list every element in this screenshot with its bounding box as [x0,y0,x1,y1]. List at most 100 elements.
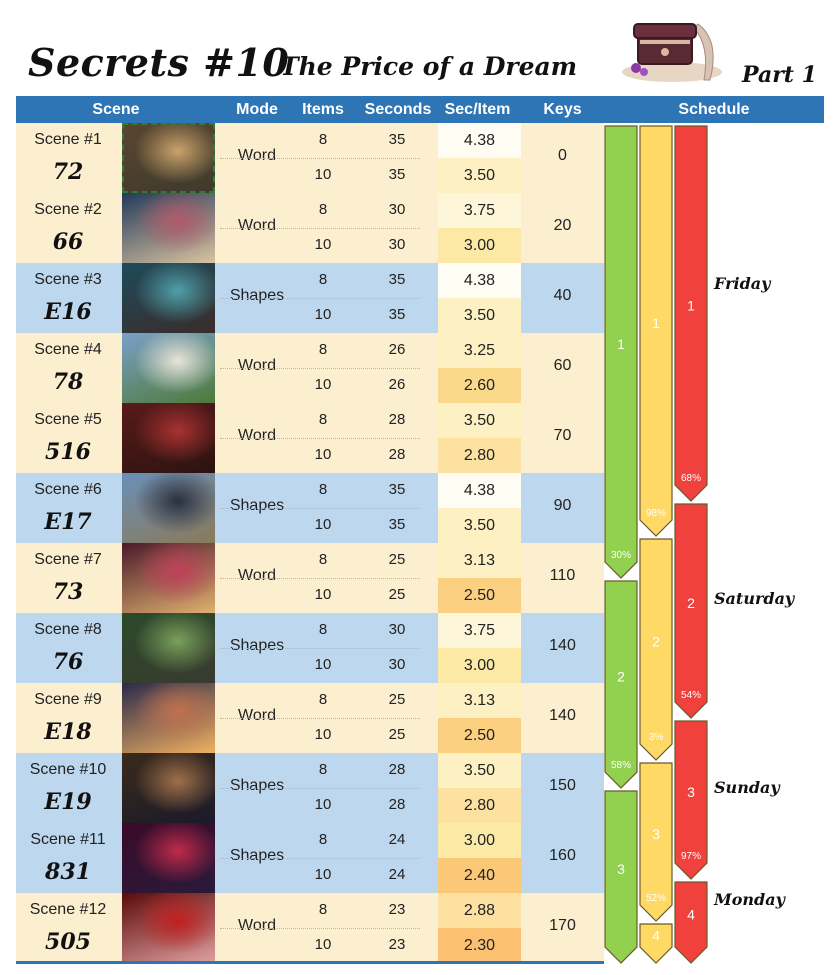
keys-cell: 150 [549,777,576,794]
scene-label: Scene #3 [34,271,102,288]
sec-per-item-cell: 4.38 [438,263,521,298]
table-row[interactable]: Scene #9 E18 Word 8 10 25 25 3.13 2.50 140 [16,683,604,753]
scene-thumbnail[interactable] [122,683,215,753]
scene-thumbnail[interactable] [122,893,215,963]
page-title: Secrets #10 [28,40,290,85]
seconds-cell: 35 [388,131,406,148]
sec-per-item-cell: 2.40 [438,858,521,893]
seconds-cell: 24 [388,831,406,848]
scene-label: Scene #1 [34,131,102,148]
mode-cell: Word [238,917,276,934]
seconds-cell: 26 [388,376,406,393]
items-cell: 10 [314,516,332,533]
schedule-progress-label: 3% [649,732,664,743]
seconds-cell: 30 [388,621,406,638]
scene-thumbnail[interactable] [122,613,215,683]
row-divider [220,578,420,579]
scene-thumbnail[interactable] [122,333,215,403]
scene-code: E18 [44,719,92,745]
items-cell: 10 [314,936,332,953]
header-keys: Keys [543,101,582,118]
row-divider [220,368,420,369]
sec-per-item-cell: 2.50 [438,578,521,613]
sec-per-item-cell: 3.50 [438,403,521,438]
row-divider [220,928,420,929]
table-row[interactable]: Scene #3 E16 Shapes 8 10 35 35 4.38 3.50 40 [16,263,604,333]
sec-per-item-cell: 2.50 [438,718,521,753]
keys-cell: 140 [549,637,576,654]
header-scene: Scene [92,101,140,118]
items-cell: 10 [314,376,332,393]
keys-cell: 40 [553,287,572,304]
schedule-chart: 1 30% 2 58% 3 1 98% 2 3% 3 52% 4 1 68% 2 54% 3 97% 4 [604,125,708,964]
seconds-cell: 25 [388,726,406,743]
seconds-cell: 30 [388,201,406,218]
items-cell: 10 [314,166,332,183]
scene-code: E16 [44,299,92,325]
sec-per-item-cell: 4.38 [438,123,521,158]
row-divider [220,508,420,509]
sec-per-item-cell: 3.00 [438,648,521,683]
scene-label: Scene #12 [29,901,107,918]
day-label: Saturday [714,589,795,608]
seconds-cell: 23 [388,936,406,953]
mode-cell: Shapes [229,847,285,864]
items-cell: 8 [318,411,328,428]
items-cell: 10 [314,656,332,673]
table-row[interactable]: Scene #8 76 Shapes 8 10 30 30 3.75 3.00 140 [16,613,604,683]
scene-code: 66 [52,229,84,255]
scene-code: 78 [52,369,84,395]
seconds-cell: 35 [388,306,406,323]
scene-thumbnail[interactable] [122,193,215,263]
scene-thumbnail[interactable] [122,263,215,333]
sec-per-item-cell: 2.88 [438,893,521,928]
scene-thumbnail[interactable] [122,753,215,823]
schedule-progress-label: 97% [681,851,701,862]
mode-cell: Word [238,427,276,444]
scene-label: Scene #11 [30,831,106,848]
seconds-cell: 35 [388,166,406,183]
keys-cell: 60 [553,357,572,374]
sec-per-item-cell: 3.00 [438,823,521,858]
items-cell: 8 [318,691,328,708]
items-cell: 10 [314,446,332,463]
table-row[interactable]: Scene #5 516 Word 8 10 28 28 3.50 2.80 70 [16,403,604,473]
schedule-session-label: 4 [687,907,695,923]
sec-per-item-cell: 2.60 [438,368,521,403]
row-divider [220,298,420,299]
header-seconds: Seconds [364,101,432,118]
schedule-session-label: 1 [617,336,625,352]
schedule-arrow-green [604,790,638,964]
scene-thumbnail[interactable] [122,123,215,193]
table-row[interactable]: Scene #1 72 Word 8 10 35 35 4.38 3.50 0 [16,123,604,193]
mode-cell: Shapes [229,777,285,794]
mode-cell: Shapes [229,637,285,654]
keys-cell: 110 [549,567,576,584]
row-divider [220,858,420,859]
table-row[interactable]: Scene #10 E19 Shapes 8 10 28 28 3.50 2.80 150 [16,753,604,823]
sec-per-item-cell: 3.50 [438,298,521,333]
seconds-cell: 26 [388,341,406,358]
scene-code: 72 [52,159,84,185]
mode-cell: Word [238,217,276,234]
seconds-cell: 25 [388,586,406,603]
schedule-arrow-green [604,580,638,789]
mode-cell: Shapes [229,287,285,304]
items-cell: 8 [318,341,328,358]
day-label: Monday [714,890,785,909]
scene-thumbnail[interactable] [122,823,215,893]
sec-per-item-cell: 3.00 [438,228,521,263]
scene-label: Scene #7 [34,551,102,568]
scene-thumbnail[interactable] [122,543,215,613]
scene-label: Scene #8 [34,621,102,638]
schedule-progress-label: 52% [646,893,666,904]
scene-label: Scene #9 [34,691,102,708]
sec-per-item-cell: 3.75 [438,193,521,228]
schedule-arrow-green [604,125,638,579]
keys-cell: 160 [549,847,576,864]
seconds-cell: 25 [388,551,406,568]
table-bottom-border [16,961,604,964]
scene-thumbnail[interactable] [122,473,215,543]
scene-thumbnail[interactable] [122,403,215,473]
sec-per-item-cell: 3.50 [438,508,521,543]
